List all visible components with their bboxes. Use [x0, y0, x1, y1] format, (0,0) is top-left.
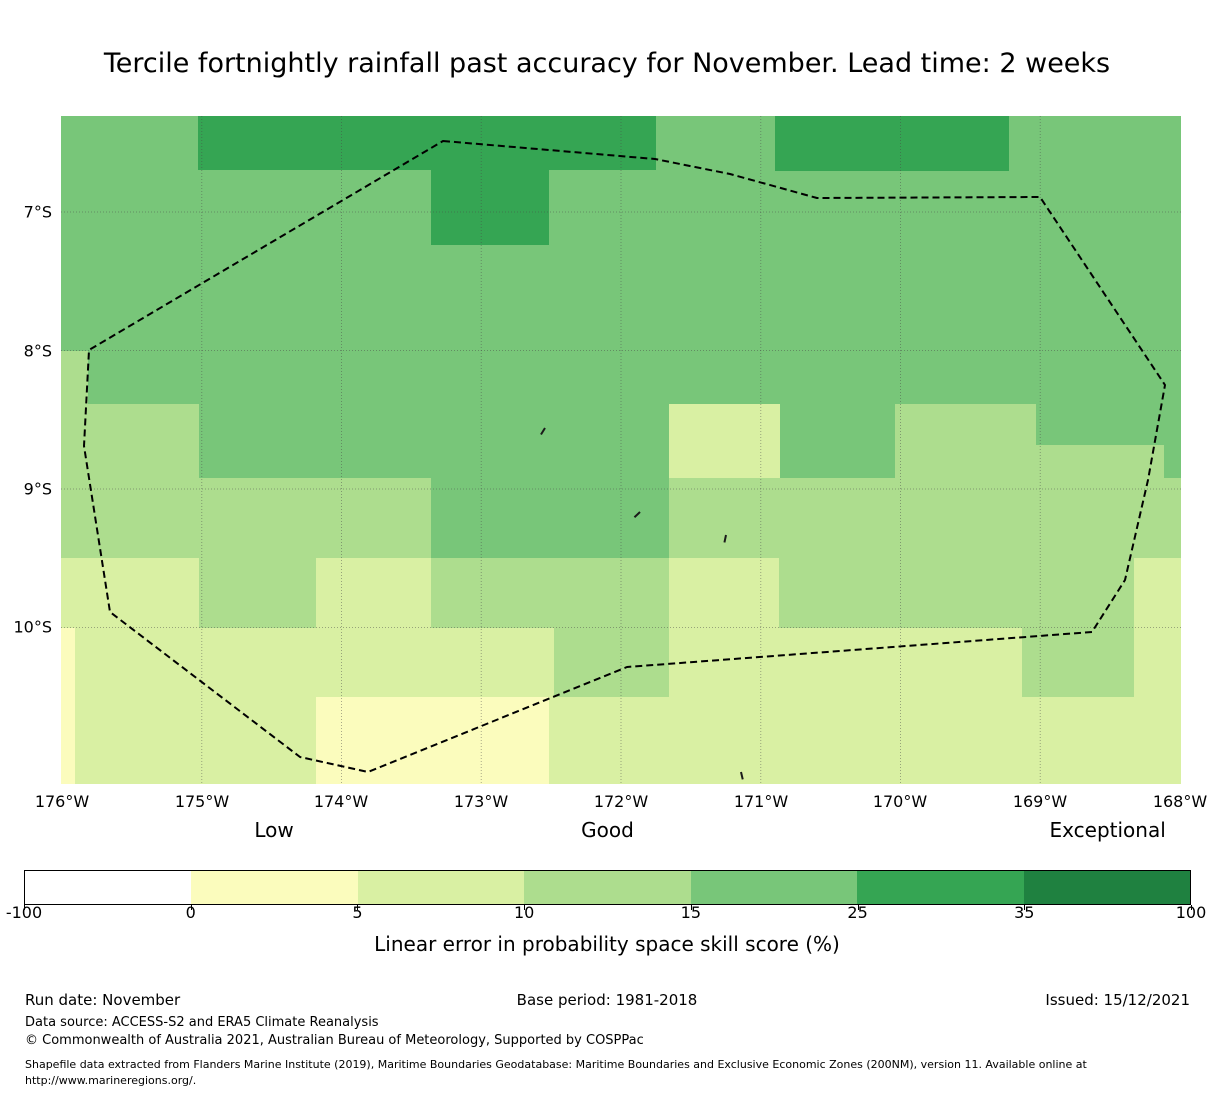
map-cell: [61, 558, 199, 628]
base-period-text: Base period: 1981-2018: [516, 991, 698, 1009]
y-tick-label: 9°S: [23, 479, 52, 499]
colorbar-segment: [191, 871, 358, 904]
colorbar-category-label: Exceptional: [1049, 818, 1166, 842]
colorbar-tick-label: 0: [185, 903, 196, 922]
colorbar-tick: [190, 905, 192, 910]
map-cell: [431, 558, 669, 628]
data-source-text: Data source: ACCESS-S2 and ERA5 Climate …: [25, 1015, 379, 1030]
map-cell: [61, 351, 88, 404]
island-mark: [540, 427, 546, 435]
map-cell: [316, 558, 431, 628]
map-cell: [669, 628, 1022, 697]
x-tick-label: 168°W: [1152, 792, 1208, 811]
colorbar-tick: [1191, 905, 1192, 910]
colorbar-segment: [25, 871, 192, 904]
colorbar-tick-label: -100: [5, 903, 43, 922]
map-cell: [669, 558, 780, 628]
copyright-text: © Commonwealth of Australia 2021, Austra…: [25, 1033, 644, 1048]
colorbar-tick-label: 25: [847, 903, 868, 922]
map-cell: [775, 116, 1009, 171]
map-cell: [1036, 445, 1164, 478]
map-cell: [61, 404, 199, 558]
colorbar-tick: [690, 905, 692, 910]
colorbar-tick: [857, 905, 859, 910]
map-canvas: [61, 116, 1181, 784]
chart-title: Tercile fortnightly rainfall past accura…: [103, 48, 1111, 79]
x-tick-label: 169°W: [1012, 792, 1068, 811]
colorbar-tick-label: 100: [1175, 903, 1207, 922]
colorbar-tick-label: 15: [680, 903, 702, 922]
colorbar-tick-label: 10: [513, 903, 535, 922]
y-tick-label: 10°S: [13, 617, 52, 637]
map-cell: [1134, 558, 1181, 628]
island-mark: [633, 511, 641, 518]
map-cell: [1134, 628, 1181, 697]
map-cell: [316, 697, 549, 784]
island-mark: [723, 534, 727, 543]
map-cell: [75, 628, 554, 697]
map-cell: [198, 116, 656, 170]
map-cell: [1022, 628, 1134, 697]
map-cell: [75, 697, 316, 784]
colorbar-segment: [1023, 871, 1190, 904]
map-cell: [199, 558, 316, 628]
map-cell: [895, 404, 1036, 478]
map-cell: [61, 628, 75, 784]
x-tick-label: 176°W: [34, 792, 90, 811]
x-tick-label: 174°W: [313, 792, 369, 811]
eez-boundary-line: [83, 140, 1166, 773]
colorbar-segment: [857, 871, 1024, 904]
colorbar-tick: [357, 905, 359, 910]
colorbar-caption: Linear error in probability space skill …: [374, 932, 840, 956]
colorbar-tick: [24, 905, 25, 910]
x-tick-label: 172°W: [593, 792, 649, 811]
map-cell: [669, 404, 780, 478]
x-tick-label: 170°W: [872, 792, 928, 811]
colorbar-segment: [524, 871, 691, 904]
skill-score-map: [61, 116, 1181, 784]
colorbar-category-label: Good: [581, 818, 634, 842]
colorbar-segment: [357, 871, 525, 904]
colorbar-tick-label: 35: [1014, 903, 1035, 922]
colorbar-tick-label: 5: [352, 903, 363, 922]
map-cell: [431, 116, 549, 245]
y-tick-label: 7°S: [23, 202, 52, 222]
colorbar-segment: [690, 871, 858, 904]
map-cell: [199, 478, 431, 558]
colorbar-tick: [1024, 905, 1026, 910]
x-tick-label: 173°W: [453, 792, 509, 811]
run-date-text: Run date: November: [25, 991, 181, 1009]
colorbar: [24, 870, 1191, 905]
y-tick-label: 8°S: [23, 341, 52, 361]
shapefile-note: Shapefile data extracted from Flanders M…: [25, 1058, 1087, 1087]
issued-date-text: Issued: 15/12/2021: [1045, 991, 1190, 1009]
map-cell: [779, 558, 1134, 628]
colorbar-category-label: Low: [254, 818, 294, 842]
map-cell: [554, 628, 669, 697]
island-mark: [740, 771, 744, 780]
map-cell: [669, 478, 1181, 558]
x-tick-label: 175°W: [174, 792, 230, 811]
map-cell: [549, 697, 1181, 784]
colorbar-tick: [524, 905, 526, 910]
x-tick-label: 171°W: [733, 792, 789, 811]
